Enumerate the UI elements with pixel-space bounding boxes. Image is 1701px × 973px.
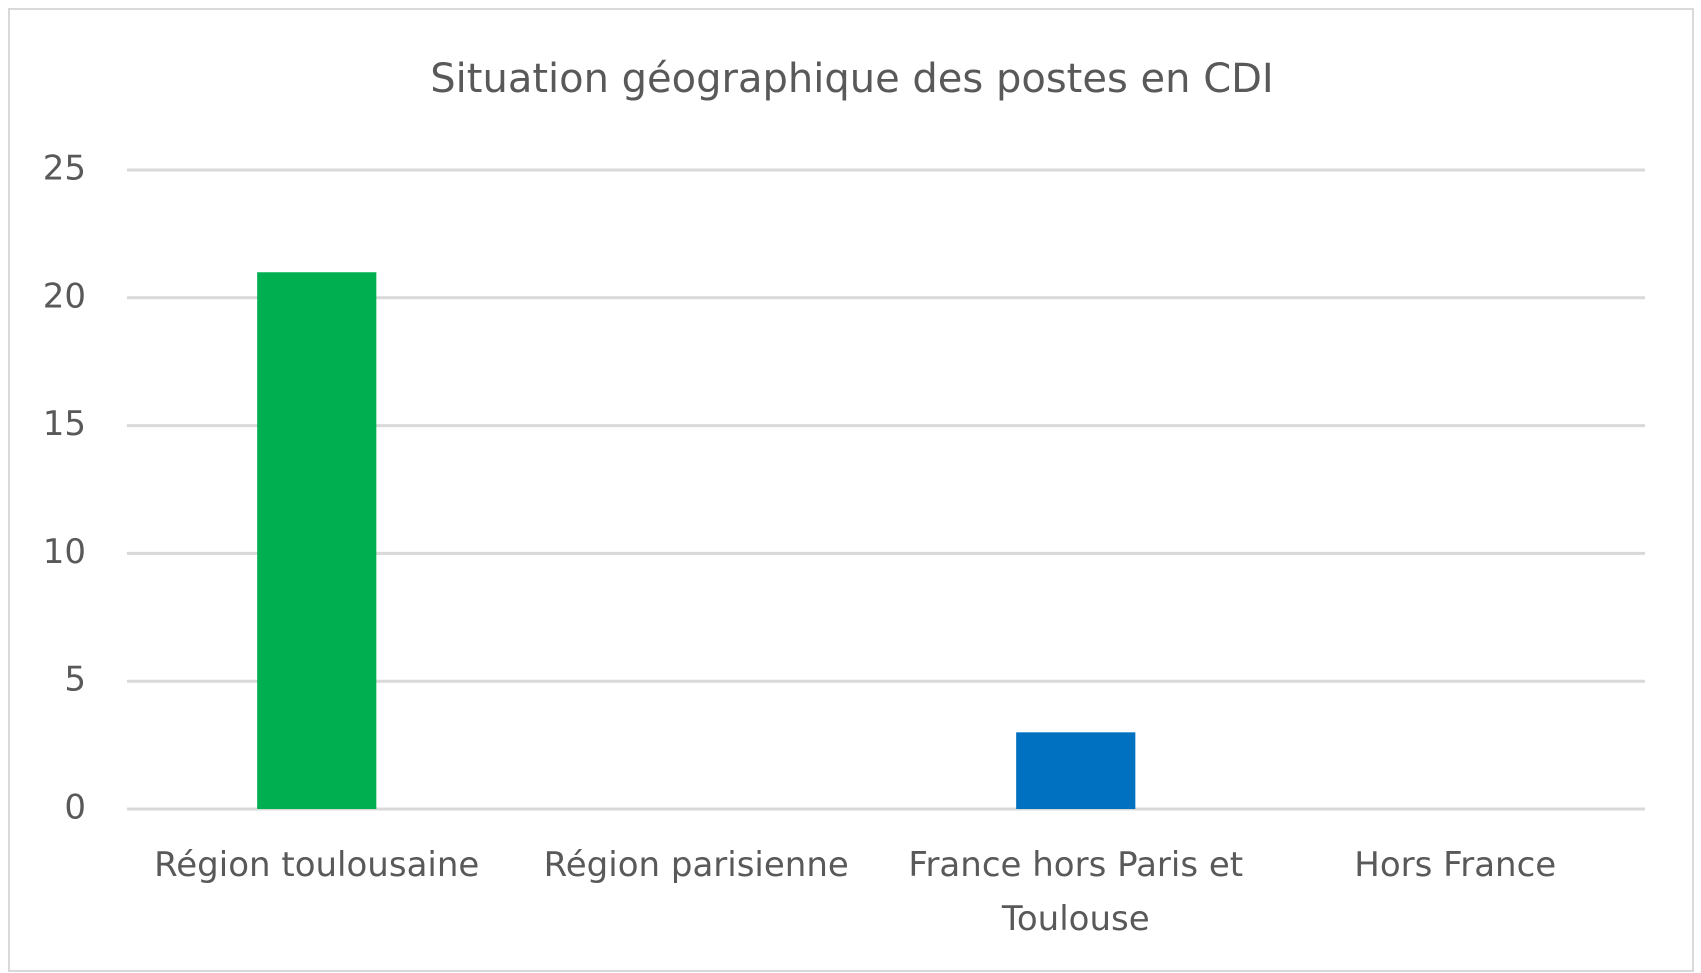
x-tick-label: France hors Paris et Toulouse [908, 845, 1244, 939]
x-tick-label: Région parisienne [543, 845, 849, 885]
y-tick-label: 15 [43, 404, 86, 444]
chart-title: Situation géographique des postes en CDI [430, 56, 1273, 102]
y-tick-label: 5 [64, 660, 86, 700]
bar [1016, 732, 1136, 809]
bar [257, 272, 377, 809]
x-tick-label: Région toulousaine [154, 845, 480, 885]
y-tick-label: 20 [43, 276, 86, 316]
y-tick-label: 10 [43, 532, 86, 572]
y-tick-label: 0 [64, 788, 86, 828]
x-tick-label: Hors France [1354, 845, 1557, 885]
y-tick-label: 25 [43, 149, 86, 189]
